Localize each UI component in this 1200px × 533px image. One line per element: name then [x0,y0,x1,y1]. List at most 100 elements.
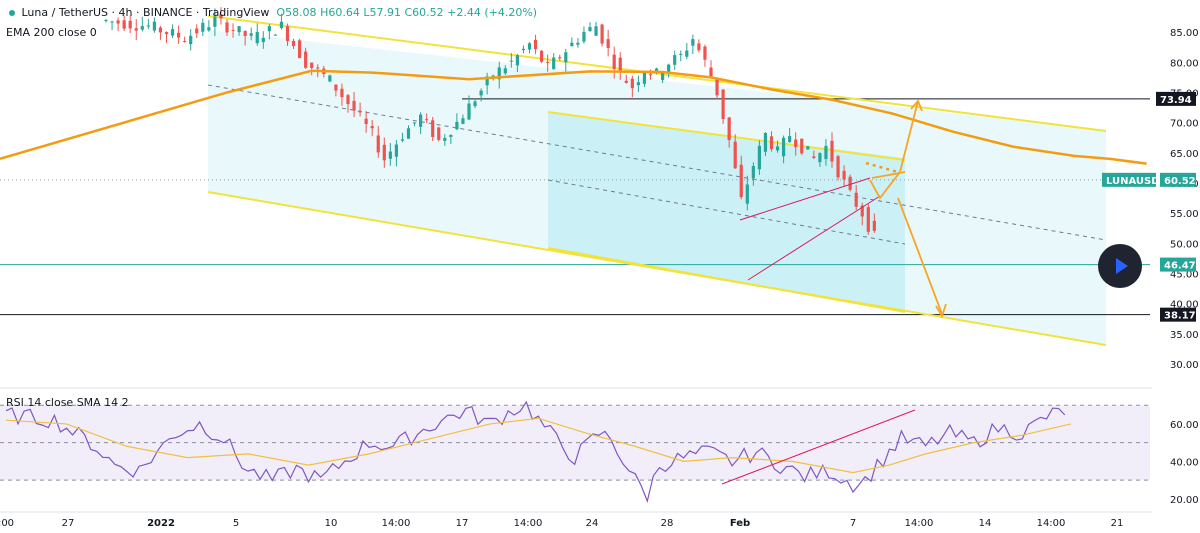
candle-body [310,62,314,68]
arrow-up-head [910,99,923,112]
price-label-last: 60.52 [1164,176,1196,187]
candle-body [134,28,138,31]
price-label-low: 38.17 [1164,311,1196,322]
candle-body [195,28,199,34]
candle-body [546,61,550,63]
time-tick-label: 2022 [147,518,175,529]
candle-body [600,24,604,44]
candle-body [425,119,429,121]
candle-body [691,39,695,46]
time-tick-label: 27 [62,518,75,529]
candle-body [485,76,489,86]
price-label-low-bg [1160,307,1196,322]
candle-body [824,145,828,160]
candle-body [291,40,296,47]
candle-body [177,32,181,38]
rsi-tick-label: 40.00 [1170,457,1199,468]
inner-upper [547,111,906,161]
rsi-band-fill [0,405,1150,481]
candle-body [170,29,175,36]
candle-body [636,82,640,86]
arrow-down-head [935,303,947,319]
price-tick-label: 80.00 [1170,58,1199,69]
candle-body [769,136,774,150]
interval[interactable]: 4h [118,6,133,19]
candle-body [818,153,822,163]
candle-body [788,136,792,142]
candle-body [249,33,253,36]
candle-body [618,57,622,72]
time-tick-label: 14:00 [1037,518,1066,529]
ema-indicator-label[interactable]: EMA 200 close 0 [6,26,97,39]
candle-body [285,26,290,42]
rsi-pane [0,387,1152,504]
candle-body [455,121,459,130]
candle-body [612,54,616,69]
arrow-down-path [897,197,943,315]
candle-body [654,68,659,71]
candle-body [866,207,870,232]
candle-body [751,166,755,179]
candle-body [497,67,501,80]
exchange: BINANCE [143,6,193,19]
candle-body [630,78,634,89]
price-label-target-bg [1156,91,1196,106]
candle-body [582,31,586,42]
candle-body [346,95,350,105]
rsi-trendline [721,409,916,485]
price-tick-label: 45.00 [1170,269,1199,280]
candle-body [733,141,737,169]
candle-body [231,29,235,31]
source: TradingView [202,6,270,19]
play-button[interactable] [1098,244,1142,288]
arrow-link [871,171,906,179]
candle-body [521,48,526,51]
candle-body [437,127,441,140]
price-label-target: 73.94 [1160,95,1192,106]
candle-body [443,138,447,141]
candle-body [703,46,707,60]
status-dot-icon [9,10,15,16]
candle-body [376,135,380,153]
candle-body [110,21,114,23]
candle-body [146,25,150,27]
candle-body [540,50,544,62]
candle-body [715,78,719,96]
candle-body [552,57,556,70]
inner-lower [547,247,906,313]
candle-body [304,51,308,68]
candle-body [334,84,338,91]
candle-body [316,67,320,69]
candle-body [298,40,302,59]
time-tick-label: 10 [325,518,338,529]
price-tick-label: 85.00 [1170,28,1199,39]
candle-body [419,114,423,127]
candle-body [558,57,562,59]
price-label-support-bg [1160,257,1196,272]
price-tick-label: 50.00 [1170,239,1199,250]
candle-body [352,100,356,111]
rsi-ma-line [5,417,1071,474]
ohlc-close: C60.52 [404,6,444,19]
candle-body [279,21,284,29]
candle-body [533,39,538,50]
time-tick-label: 14:00 [382,518,411,529]
price-tick-label: 70.00 [1170,119,1199,130]
ohlc-low: L57.91 [363,6,401,19]
candle-body [412,122,417,124]
rsi-indicator-label[interactable]: RSI 14 close SMA 14 2 [6,396,129,409]
time-tick-label: 28 [661,518,674,529]
candle-body [116,20,120,24]
price-tick-label: 40.00 [1170,300,1199,311]
candle-body [588,27,592,32]
candle-body [515,55,519,66]
candle-body [225,22,229,33]
symbol-name[interactable]: Luna / TetherUS [21,6,109,19]
candle-body [267,26,271,32]
candle-body [122,20,126,29]
time-tick-label: 14:00 [514,518,543,529]
ema-line [0,69,1147,165]
candle-body [661,73,665,80]
candle-body [854,192,858,207]
